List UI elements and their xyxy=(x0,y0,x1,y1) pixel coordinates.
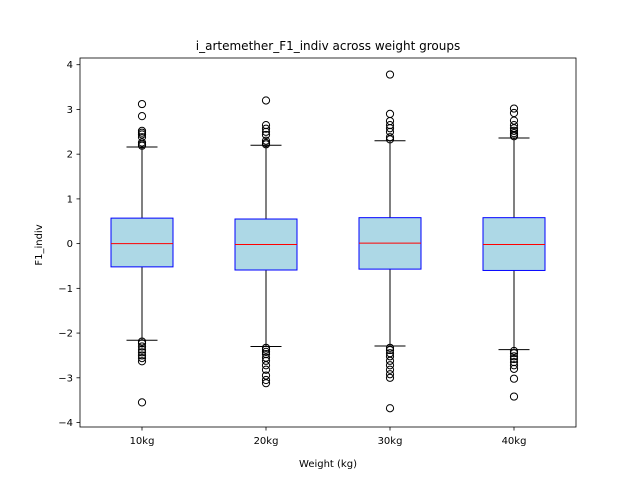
outlier-point xyxy=(261,140,271,149)
outlier-point xyxy=(137,348,147,357)
outlier-point xyxy=(261,345,271,354)
outlier-point xyxy=(385,361,395,370)
outlier-point xyxy=(509,346,519,356)
outlier-point xyxy=(385,124,395,133)
outlier-point xyxy=(261,365,271,374)
outlier-point xyxy=(385,365,395,374)
outlier-point xyxy=(137,345,147,354)
x-axis-label: Weight (kg) xyxy=(299,459,357,470)
outlier-point xyxy=(385,356,395,365)
x-tick-label: 10kg xyxy=(130,436,155,447)
outlier-point xyxy=(509,354,519,364)
outlier-point xyxy=(261,124,271,133)
x-tick-label: 30kg xyxy=(378,436,403,447)
plot-area: −4 −3 −2 −1 0 1 2 3 4 10kg 20kg 30kg 40kg xyxy=(58,57,577,447)
y-tick-label: −2 xyxy=(58,329,73,340)
outlier-point xyxy=(509,374,519,383)
outlier-point xyxy=(137,398,147,407)
outlier-point xyxy=(385,370,395,379)
outlier-point xyxy=(385,109,395,119)
outlier-point xyxy=(385,133,395,142)
outlier-point xyxy=(509,361,519,370)
outlier-point xyxy=(385,70,395,79)
outlier-point xyxy=(385,373,395,382)
y-tick-label: 1 xyxy=(67,194,73,205)
outlier-point xyxy=(137,351,147,360)
outlier-point xyxy=(385,343,395,352)
y-tick-label: 0 xyxy=(67,239,73,250)
y-tick-label: 3 xyxy=(67,105,73,116)
outlier-point xyxy=(509,132,519,141)
y-tick-label: −1 xyxy=(58,284,73,295)
y-tick-label: 2 xyxy=(67,150,73,161)
box-10kg xyxy=(110,217,174,268)
outlier-point xyxy=(137,342,147,351)
outlier-point xyxy=(261,356,271,365)
outlier-point xyxy=(137,141,147,150)
outlier-point xyxy=(137,112,147,121)
outlier-point xyxy=(509,349,519,358)
outlier-point xyxy=(261,136,271,145)
outlier-point xyxy=(261,127,271,136)
outlier-point xyxy=(137,339,147,348)
outlier-point xyxy=(261,379,271,388)
outlier-point xyxy=(385,345,395,355)
outlier-point xyxy=(261,347,271,356)
outlier-point xyxy=(509,108,519,118)
y-tick-label: −3 xyxy=(58,373,73,384)
x-tick-label: 20kg xyxy=(254,436,279,447)
y-tick-label: −4 xyxy=(58,418,73,429)
outlier-point xyxy=(509,352,519,361)
x-tick-label: 40kg xyxy=(502,436,527,447)
outlier-point xyxy=(509,120,519,130)
outlier-point xyxy=(385,135,395,144)
outlier-point xyxy=(261,130,271,140)
outlier-point xyxy=(137,354,147,363)
outlier-point xyxy=(509,126,519,136)
chart-title: i_artemether_F1_indiv across weight grou… xyxy=(196,39,460,53)
axes-frame xyxy=(79,57,577,428)
outlier-point xyxy=(137,99,147,109)
outlier-point xyxy=(509,104,519,113)
y-axis-label: F1_indiv xyxy=(34,224,45,265)
outlier-point xyxy=(385,404,395,413)
outlier-point xyxy=(509,392,519,401)
outlier-point xyxy=(509,364,519,373)
outlier-point xyxy=(261,375,271,385)
outlier-point xyxy=(385,352,395,361)
y-tick-label: 4 xyxy=(67,60,73,71)
outlier-point xyxy=(137,357,147,366)
outlier-point xyxy=(137,130,147,139)
outlier-point xyxy=(261,361,271,370)
outlier-point xyxy=(261,96,271,105)
